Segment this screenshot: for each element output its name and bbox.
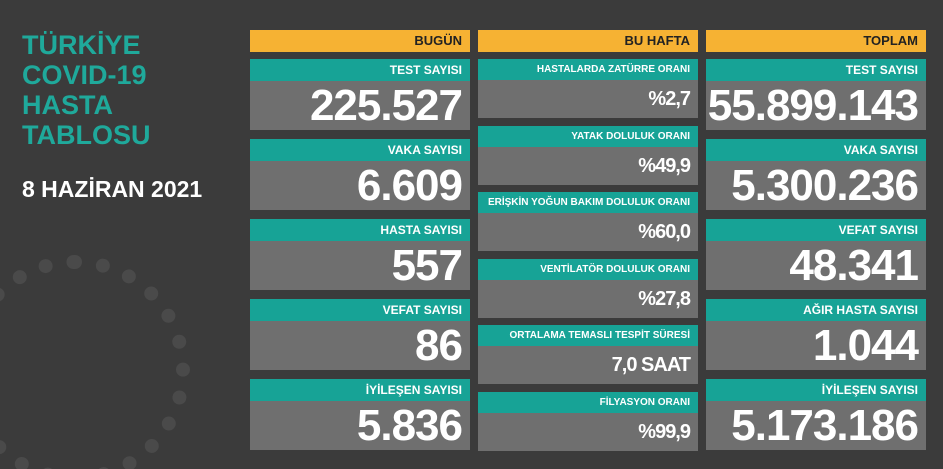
card-label: HASTALARDA ZATÜRRE ORANI [478, 59, 698, 80]
card-value: 557 [250, 241, 470, 290]
title-line: HASTA [22, 90, 113, 120]
card-value: %27,8 [478, 279, 698, 318]
card-value: 86 [250, 321, 470, 370]
card-label: ERİŞKİN YOĞUN BAKIM DOLULUK ORANI [478, 192, 698, 214]
card-value: 7,0 SAAT [478, 346, 698, 385]
card-label: VAKA SAYISI [706, 139, 926, 161]
card-label: AĞIR HASTA SAYISI [706, 299, 926, 321]
card-value: 55.899.143 [706, 81, 926, 130]
title-line: TABLOSU [22, 120, 151, 150]
card-label: TEST SAYISI [250, 59, 470, 81]
date: 8 HAZİRAN 2021 [22, 176, 203, 202]
title: TÜRKİYE COVID-19 HASTA TABLOSU [22, 30, 151, 150]
card-label: HASTA SAYISI [250, 219, 470, 241]
card-label: TEST SAYISI [706, 59, 926, 81]
card-value: 48.341 [706, 241, 926, 290]
card-label: VAKA SAYISI [250, 139, 470, 161]
card-value: %99,9 [478, 413, 698, 451]
card-label: VENTİLATÖR DOLULUK ORANI [478, 258, 698, 280]
card-label: İYİLEŞEN SAYISI [250, 379, 470, 401]
card-value: %49,9 [478, 146, 698, 185]
emblem [0, 255, 190, 469]
card-label: İYİLEŞEN SAYISI [706, 379, 926, 401]
card-value: 1.044 [706, 321, 926, 370]
column-header: BU HAFTA [478, 30, 698, 52]
card-value: %2,7 [478, 80, 698, 118]
card-label: VEFAT SAYISI [706, 219, 926, 241]
card-label: VEFAT SAYISI [250, 299, 470, 321]
card-value: 5.836 [250, 401, 470, 450]
card-value: 5.173.186 [706, 401, 926, 450]
card-value: %60,0 [478, 213, 698, 252]
title-line: TÜRKİYE [22, 30, 141, 60]
column-header: BUGÜN [250, 30, 470, 52]
card-value: 5.300.236 [706, 161, 926, 210]
column-header: TOPLAM [706, 30, 926, 52]
card-label: FİLYASYON ORANI [478, 392, 698, 413]
card-value: 225.527 [250, 81, 470, 130]
card-value: 6.609 [250, 161, 470, 210]
card-label: ORTALAMA TEMASLI TESPİT SÜRESİ [478, 325, 698, 347]
card-label: YATAK DOLULUK ORANI [478, 125, 698, 147]
title-line: COVID-19 [22, 60, 147, 90]
